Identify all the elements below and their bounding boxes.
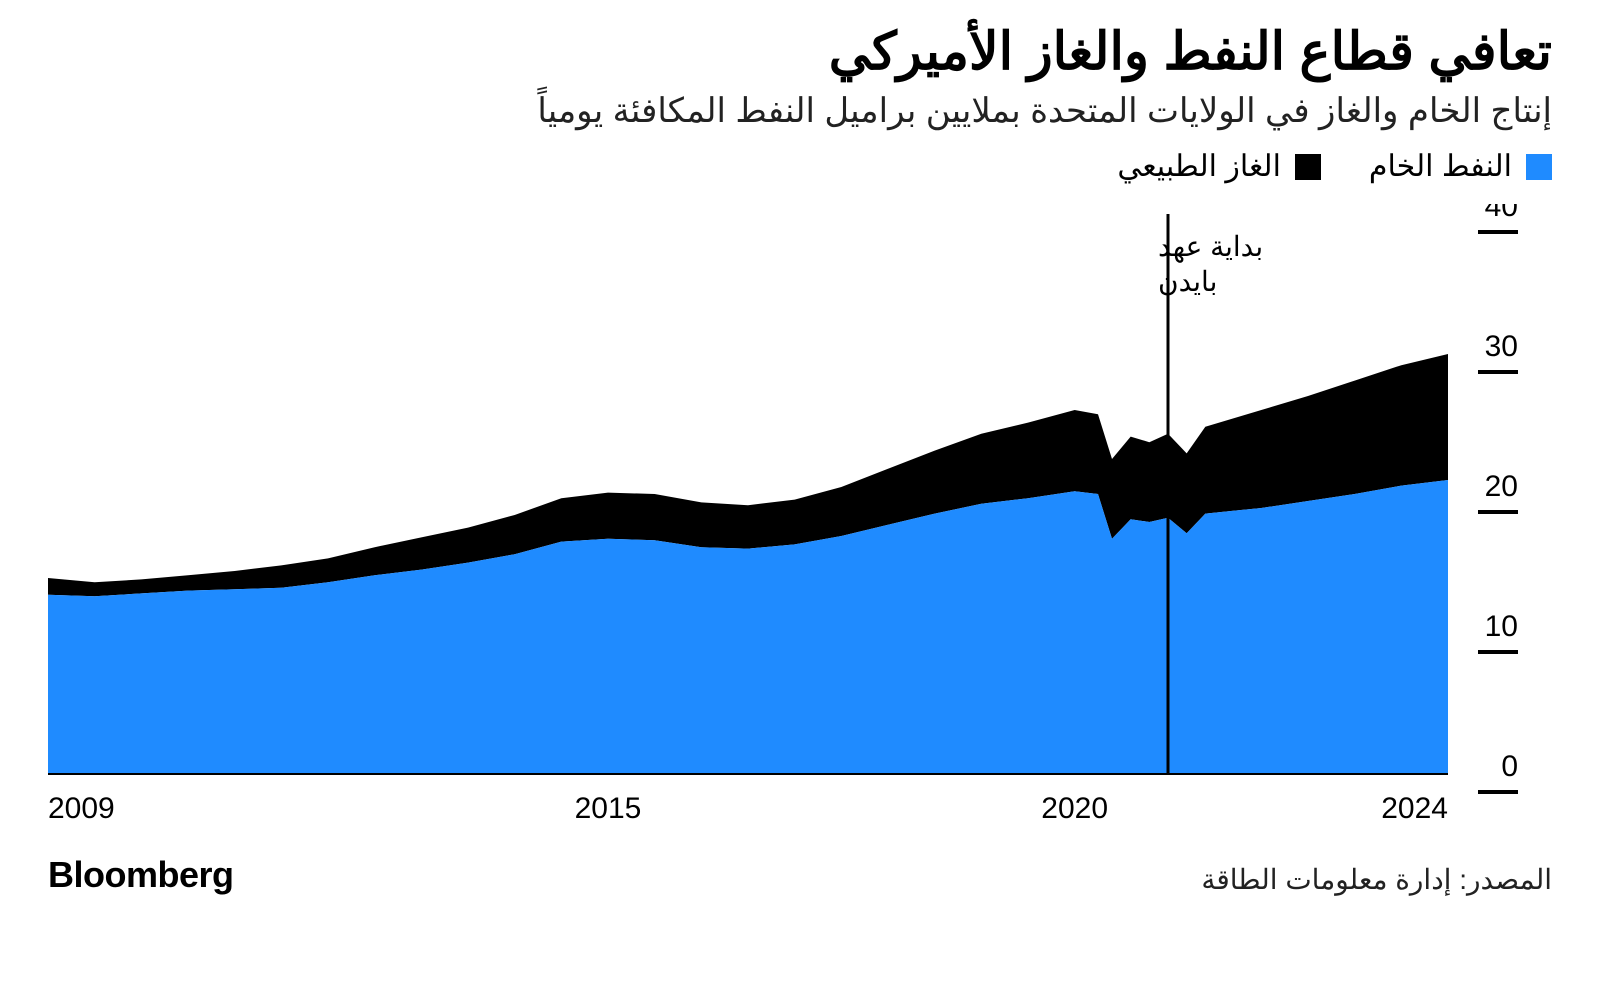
legend-label-oil: النفط الخام [1369,149,1512,184]
legend-item-gas: الغاز الطبيعي [1117,149,1321,184]
chart-title: تعافي قطاع النفط والغاز الأميركي [48,24,1552,81]
annotation-text: بداية عهد [1158,231,1263,263]
x-tick-label: 2020 [1041,792,1108,825]
source-text: المصدر: إدارة معلومات الطاقة [1201,863,1552,896]
legend: النفط الخام الغاز الطبيعي [48,149,1552,184]
legend-item-oil: النفط الخام [1369,149,1552,184]
legend-label-gas: الغاز الطبيعي [1117,149,1281,184]
x-tick-label: 2009 [48,792,115,825]
y-tick-label: 30 [1485,330,1518,363]
y-tick-label: 40 [1485,204,1518,223]
y-tick-label: 0 [1501,750,1518,783]
legend-swatch-gas [1295,154,1321,180]
y-tick-label: 20 [1485,470,1518,503]
annotation-text: بايدن [1158,266,1217,297]
y-tick-label: 10 [1485,610,1518,643]
x-tick-label: 2015 [575,792,642,825]
x-tick-label: 2024 [1381,792,1448,825]
legend-swatch-oil [1526,154,1552,180]
brand-logo: Bloomberg [48,854,234,896]
chart-area: بداية عهدبايدن 0 10 20 30 40 2009 2015 2020 2024 [48,204,1552,844]
chart-subtitle: إنتاج الخام والغاز في الولايات المتحدة ب… [48,91,1552,131]
stacked-area-chart: بداية عهدبايدن 0 10 20 30 40 2009 2015 2020 2024 [48,204,1538,838]
